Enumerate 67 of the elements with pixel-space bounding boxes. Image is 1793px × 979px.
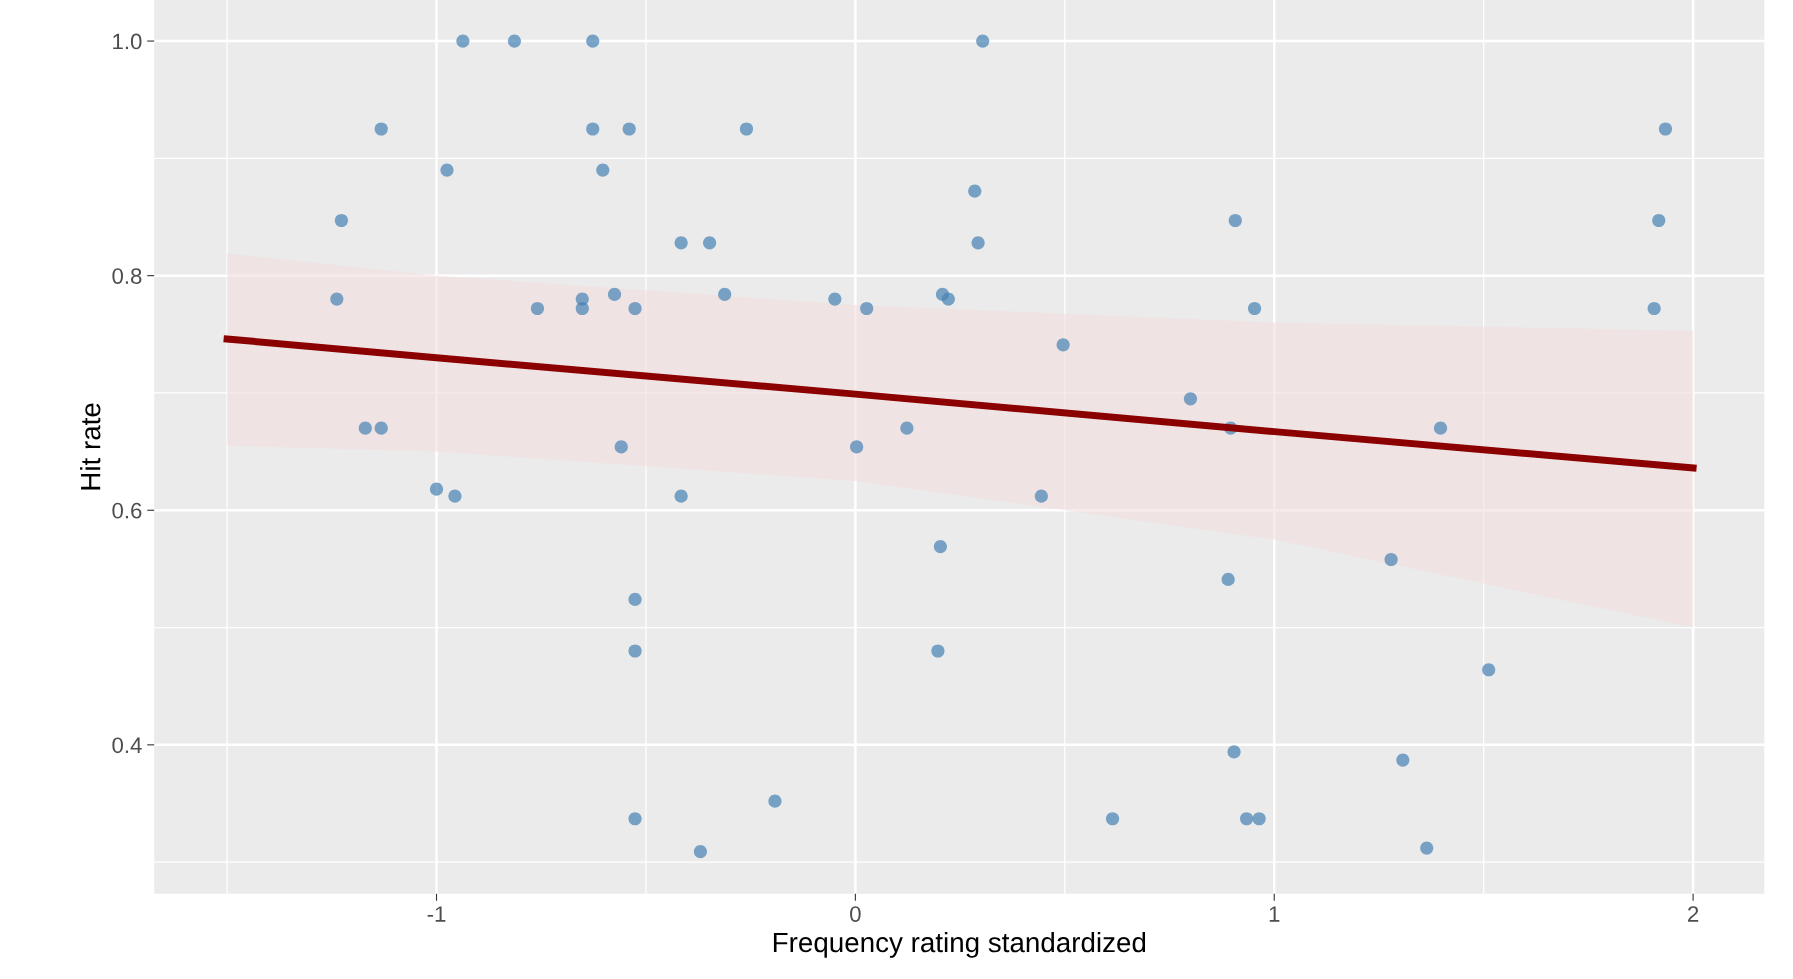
x-tick-label: 0 (850, 906, 861, 922)
point (575, 301, 589, 316)
point (622, 122, 636, 136)
point (628, 812, 642, 826)
point (374, 421, 388, 435)
y-tick-label: 0.8 (112, 268, 142, 284)
point (768, 794, 782, 808)
point (456, 34, 470, 48)
point (1252, 812, 1266, 826)
point (1247, 301, 1262, 316)
point (1228, 213, 1242, 228)
point (330, 292, 344, 306)
point (718, 287, 732, 302)
point (374, 122, 388, 136)
point (900, 421, 914, 435)
point (1105, 812, 1120, 826)
point (828, 292, 842, 306)
point (1420, 841, 1434, 855)
point (1396, 753, 1410, 767)
point (429, 482, 444, 496)
point (440, 163, 454, 177)
x-axis-title: Frequency rating standardized (773, 931, 1146, 958)
x-tick-label: 1 (1269, 906, 1280, 922)
point (586, 122, 600, 136)
point (674, 489, 688, 503)
point (1658, 122, 1673, 136)
point (703, 236, 717, 250)
y-axis-title: Hit rate (80, 403, 101, 490)
point (1240, 812, 1254, 826)
point (968, 184, 982, 198)
point (530, 301, 545, 316)
point (1183, 392, 1198, 406)
point (1647, 301, 1661, 316)
point (628, 644, 642, 658)
point (941, 292, 955, 306)
point (607, 287, 622, 302)
point (674, 236, 688, 250)
point (1034, 489, 1048, 503)
y-tick-label: 0.6 (112, 502, 142, 519)
point (1384, 552, 1398, 567)
point (596, 163, 610, 177)
point (334, 213, 349, 228)
point (933, 540, 947, 554)
point (586, 34, 600, 48)
point (448, 489, 462, 503)
point (739, 122, 754, 136)
point (971, 236, 985, 250)
point (931, 644, 945, 658)
point (614, 440, 628, 454)
point (1482, 663, 1496, 677)
point (976, 34, 990, 48)
point (850, 440, 864, 454)
point (1652, 213, 1666, 228)
point (1227, 745, 1241, 759)
point (693, 845, 707, 859)
point (628, 592, 642, 606)
point (860, 301, 874, 316)
point (1433, 421, 1448, 435)
x-tick-label: 2 (1688, 906, 1699, 922)
point (628, 301, 642, 316)
x-tick-label: -1 (427, 906, 446, 922)
y-tick-label: 0.4 (112, 737, 142, 754)
point (1056, 338, 1070, 352)
y-tick-label: 1.0 (113, 33, 142, 50)
point (507, 34, 522, 48)
point (358, 421, 372, 435)
point (1221, 572, 1235, 587)
